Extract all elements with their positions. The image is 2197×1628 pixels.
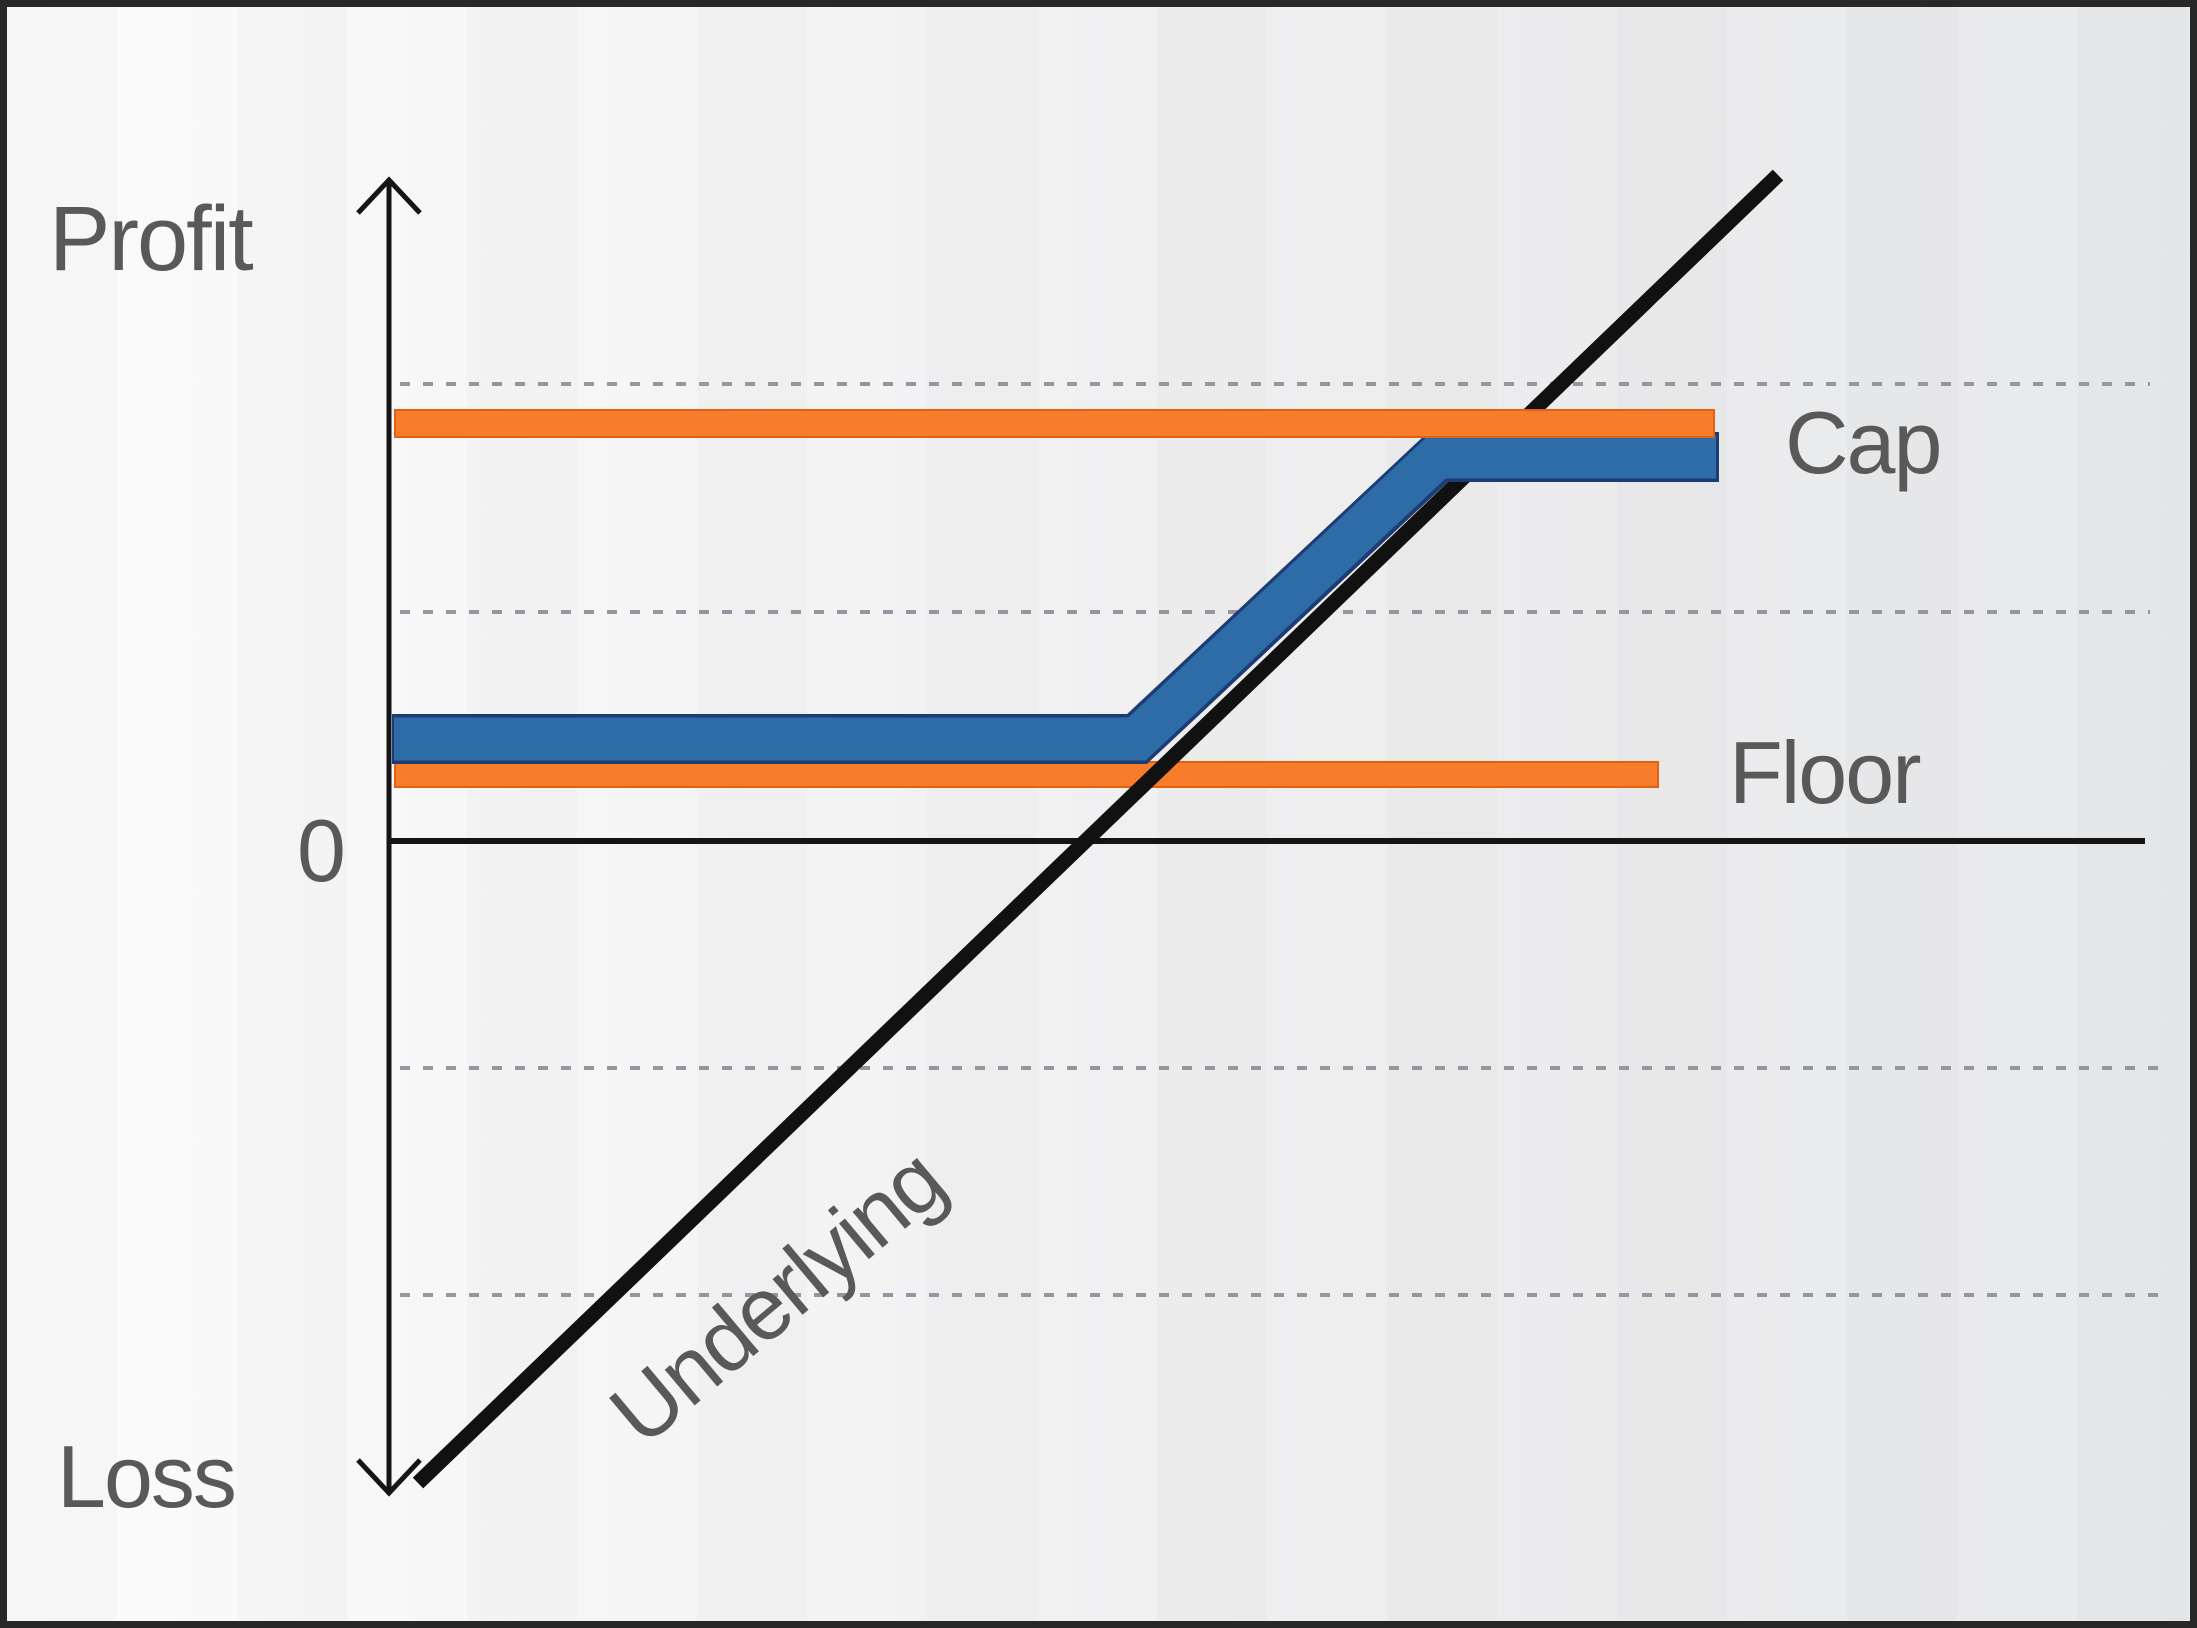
floor-label: Floor <box>1729 723 1921 822</box>
y-axis <box>356 176 422 1497</box>
payoff-line-border <box>392 432 1719 764</box>
cap-line <box>394 409 1715 438</box>
y-axis-arrow-up-icon <box>356 176 422 215</box>
zero-tick-label: 0 <box>297 801 346 900</box>
floor-line <box>394 761 1659 788</box>
cap-label: Cap <box>1785 393 1942 492</box>
payoff-line <box>392 432 1719 764</box>
underlying-line <box>412 169 1784 1489</box>
y-axis-arrow-down-icon <box>356 1458 422 1497</box>
profit-label: Profit <box>49 188 254 290</box>
payoff-line-body <box>394 435 1716 761</box>
loss-label: Loss <box>57 1427 237 1526</box>
